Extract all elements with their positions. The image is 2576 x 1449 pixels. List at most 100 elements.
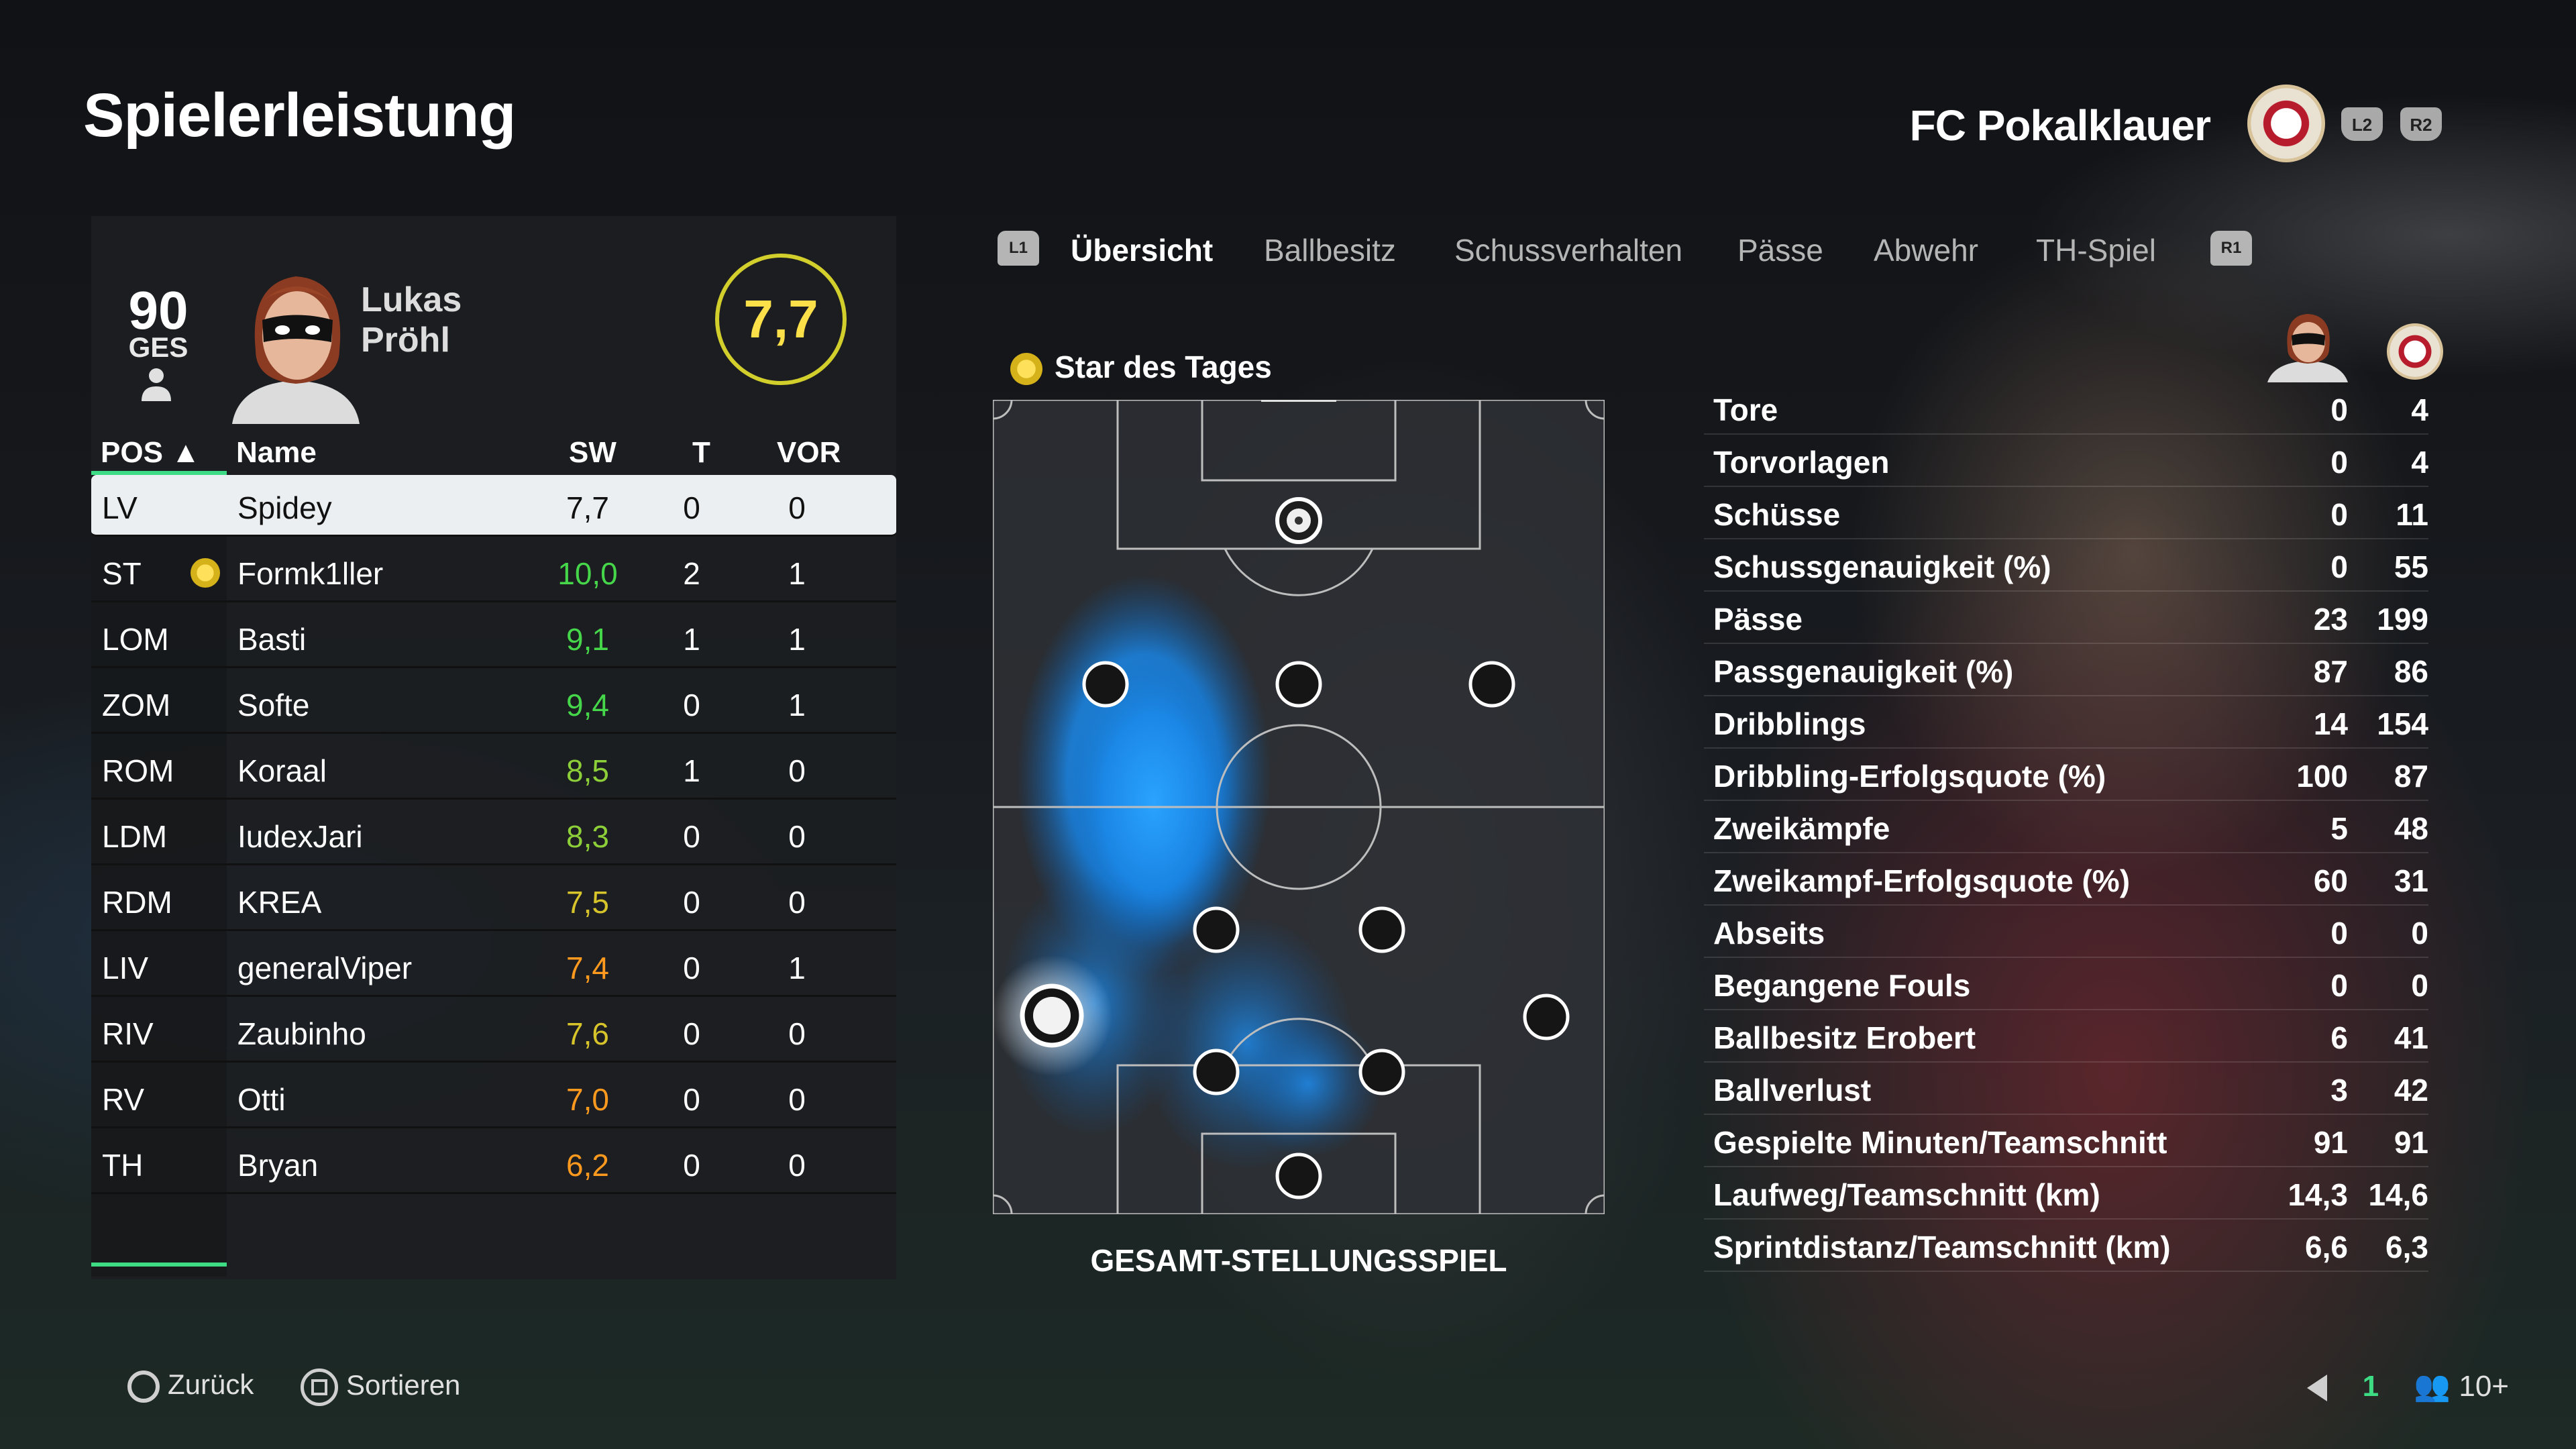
player-avatar — [232, 276, 360, 424]
stat-team-value: 199 — [2377, 602, 2428, 637]
stat-player-value: 6 — [2330, 1020, 2348, 1055]
stat-player-value: 0 — [2330, 392, 2348, 427]
sort-button[interactable]: Sortieren — [301, 1368, 460, 1406]
header-t[interactable]: T — [692, 436, 710, 469]
row-assists: 1 — [788, 688, 806, 722]
stat-player-value: 91 — [2313, 1125, 2348, 1160]
table-row[interactable]: RDM KREA 7,5 0 0 — [91, 869, 896, 931]
table-row[interactable]: LIV generalViper 7,4 0 1 — [91, 935, 896, 997]
stat-label: Abseits — [1713, 916, 1825, 951]
stat-row: Zweikampf-Erfolgsquote (%) 60 31 — [1704, 853, 2428, 906]
stat-row: Pässe 23 199 — [1704, 592, 2428, 644]
stat-label: Ballbesitz Erobert — [1713, 1020, 1976, 1055]
row-rating: 10,0 — [557, 556, 618, 591]
heatmap-pitch — [993, 400, 1605, 1214]
row-goals: 1 — [683, 622, 700, 657]
tab-ballbesitz[interactable]: Ballbesitz — [1264, 233, 1396, 268]
row-assists: 1 — [788, 622, 806, 657]
table-row[interactable]: ROM Koraal 8,5 1 0 — [91, 738, 896, 800]
row-rating: 7,7 — [566, 490, 609, 525]
row-assists: 0 — [788, 819, 806, 854]
player-marker-zom — [1275, 661, 1322, 708]
row-rating: 8,3 — [566, 819, 609, 854]
stat-team-value: 42 — [2394, 1073, 2428, 1108]
stat-team-value: 55 — [2394, 549, 2428, 584]
stat-team-value: 0 — [2411, 968, 2428, 1003]
tab-uebersicht[interactable]: Übersicht — [1071, 233, 1214, 268]
table-header: POS ▲ Name SW T VOR — [91, 424, 896, 478]
row-name: Zaubinho — [237, 1016, 366, 1051]
star-of-the-match-label: Star des Tages — [1055, 350, 1272, 384]
stat-label: Dribblings — [1713, 706, 1866, 741]
page-title: Spielerleistung — [83, 81, 516, 150]
status-count: 1 — [2362, 1370, 2379, 1403]
row-assists: 0 — [788, 1016, 806, 1051]
table-row[interactable]: TH Bryan 6,2 0 0 — [91, 1132, 896, 1194]
stat-row: Zweikämpfe 5 48 — [1704, 801, 2428, 853]
row-name: KREA — [237, 885, 322, 920]
player-marker-rv — [1523, 994, 1570, 1040]
tab-paesse[interactable]: Pässe — [1737, 233, 1823, 268]
stat-row: Abseits 0 0 — [1704, 906, 2428, 958]
stat-row: Ballbesitz Erobert 6 41 — [1704, 1010, 2428, 1063]
table-row[interactable]: LDM IudexJari 8,3 0 0 — [91, 804, 896, 865]
header-sw[interactable]: SW — [569, 436, 616, 469]
sort-indicator — [91, 471, 227, 475]
header-vor[interactable]: VOR — [777, 436, 841, 469]
row-rating: 7,4 — [566, 951, 609, 985]
back-button[interactable]: Zurück — [127, 1368, 254, 1403]
stat-label: Torvorlagen — [1713, 445, 1890, 480]
table-row[interactable]: LV Spidey 7,7 0 0 — [91, 475, 896, 537]
r1-button-icon[interactable]: R1 — [2210, 231, 2252, 266]
stat-label: Laufweg/Teamschnitt (km) — [1713, 1177, 2100, 1212]
row-rating: 7,5 — [566, 885, 609, 920]
player-marker-th — [1275, 1152, 1322, 1199]
row-pos: ROM — [102, 753, 174, 788]
row-goals: 0 — [683, 951, 700, 985]
tab-th-spiel[interactable]: TH-Spiel — [2036, 233, 2156, 268]
position-column-bg — [91, 475, 227, 1277]
stat-player-value: 0 — [2330, 916, 2348, 951]
players-count: 10+ — [2459, 1370, 2509, 1403]
stat-team-value: 4 — [2411, 445, 2428, 480]
team-mini-crest-icon — [2387, 323, 2443, 380]
stat-row: Torvorlagen 0 4 — [1704, 435, 2428, 487]
header-pos[interactable]: POS ▲ — [101, 436, 201, 469]
row-goals: 0 — [683, 1016, 700, 1051]
status-bar: 1 👥 10+ — [2307, 1368, 2509, 1403]
row-goals: 0 — [683, 819, 700, 854]
row-assists: 0 — [788, 1082, 806, 1117]
l2-button-icon[interactable]: L2 — [2341, 107, 2383, 141]
stat-player-value: 3 — [2330, 1073, 2348, 1108]
player-marker-ldm — [1193, 906, 1240, 953]
stat-team-value: 31 — [2394, 863, 2428, 898]
table-row[interactable]: RIV Zaubinho 7,6 0 0 — [91, 1001, 896, 1063]
stat-row: Begangene Fouls 0 0 — [1704, 958, 2428, 1010]
match-rating: 7,7 — [715, 254, 847, 385]
stat-row: Dribblings 14 154 — [1704, 696, 2428, 749]
row-goals: 0 — [683, 490, 700, 525]
overall-rating: 90 — [128, 280, 189, 340]
sort-label: Sortieren — [346, 1369, 461, 1401]
stat-team-value: 14,6 — [2368, 1177, 2428, 1212]
table-row[interactable]: ST Formk1ller 10,0 2 1 — [91, 541, 896, 602]
l1-button-icon[interactable]: L1 — [998, 231, 1039, 266]
stat-player-value: 0 — [2330, 497, 2348, 532]
tab-schussverhalten[interactable]: Schussverhalten — [1454, 233, 1683, 268]
stat-team-value: 154 — [2377, 706, 2428, 741]
table-row[interactable]: RV Otti 7,0 0 0 — [91, 1067, 896, 1128]
row-rating: 7,0 — [566, 1082, 609, 1117]
stat-row: Schüsse 0 11 — [1704, 487, 2428, 539]
stat-label: Sprintdistanz/Teamschnitt (km) — [1713, 1230, 2171, 1265]
tab-abwehr[interactable]: Abwehr — [1874, 233, 1978, 268]
table-row[interactable]: LOM Basti 9,1 1 1 — [91, 606, 896, 668]
stat-label: Pässe — [1713, 602, 1803, 637]
row-name: Bryan — [237, 1148, 319, 1183]
table-row[interactable]: ZOM Softe 9,4 0 1 — [91, 672, 896, 734]
header-name[interactable]: Name — [236, 436, 317, 469]
stat-team-value: 48 — [2394, 811, 2428, 846]
stat-player-value: 100 — [2296, 759, 2348, 794]
r2-button-icon[interactable]: R2 — [2400, 107, 2442, 141]
back-label: Zurück — [168, 1368, 254, 1400]
stat-team-value: 41 — [2394, 1020, 2428, 1055]
